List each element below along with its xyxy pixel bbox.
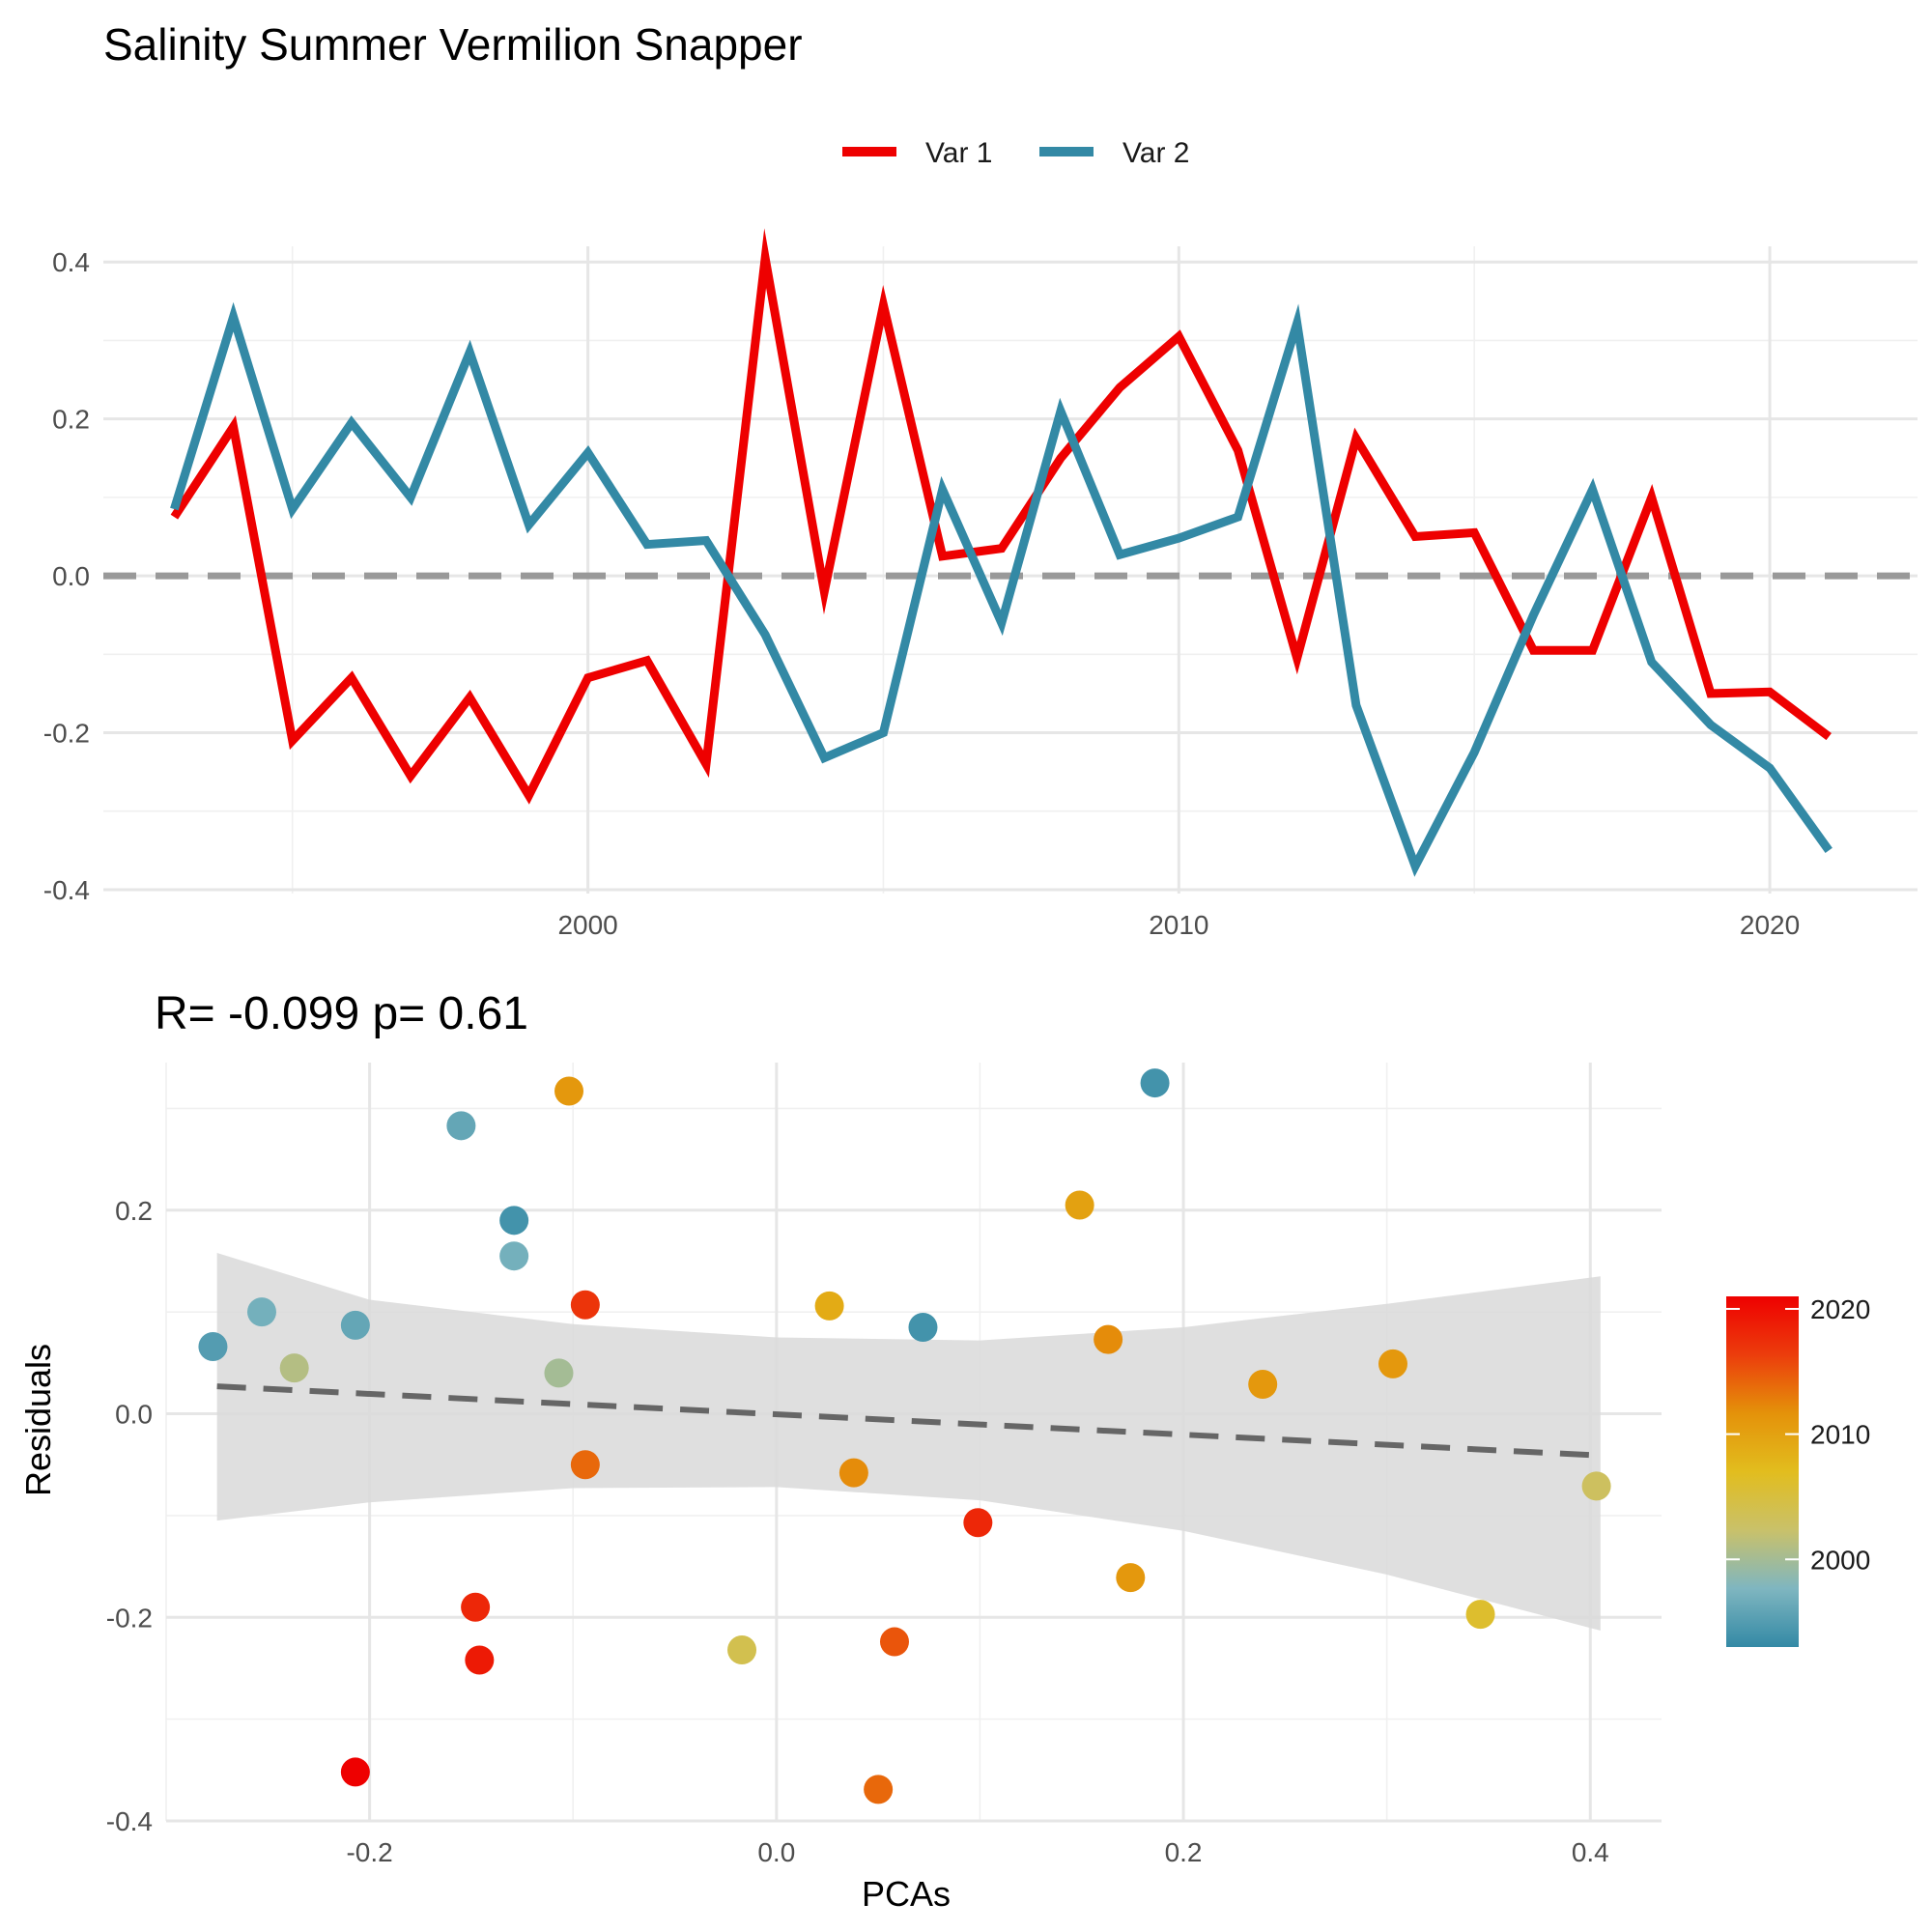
- y-tick-label: 0.2: [115, 1196, 153, 1226]
- scatter-point: [279, 1353, 309, 1383]
- scatter-point: [570, 1450, 600, 1480]
- y-tick-label: -0.4: [43, 875, 90, 905]
- scatter-point: [570, 1290, 600, 1320]
- scatter-point: [544, 1358, 574, 1388]
- y-tick-label: -0.4: [106, 1806, 153, 1836]
- scatter-point: [340, 1757, 370, 1787]
- scatter-point: [963, 1508, 993, 1538]
- y-tick-label: 0.2: [52, 405, 90, 435]
- confidence-band: [216, 1253, 1601, 1631]
- correlation-subtitle: R= -0.099 p= 0.61: [155, 988, 528, 1039]
- legend-label-var-2: Var 2: [1122, 137, 1189, 169]
- x-tick-label: 0.0: [757, 1837, 795, 1867]
- colorbar-tick-label: 2000: [1810, 1545, 1870, 1575]
- scatter-point: [1094, 1324, 1123, 1354]
- scatter-point: [246, 1297, 276, 1327]
- scatter-point: [1116, 1563, 1146, 1593]
- scatter-point: [1248, 1369, 1278, 1399]
- scatter-point: [1065, 1190, 1094, 1220]
- y-tick-label: -0.2: [106, 1603, 153, 1633]
- y-tick-label: 0.0: [52, 561, 90, 591]
- scatter-point: [814, 1291, 844, 1321]
- scatter-point: [838, 1458, 868, 1488]
- scatter-point: [554, 1076, 584, 1106]
- y-tick-label: 0.0: [115, 1400, 153, 1430]
- scatter-point: [340, 1310, 370, 1340]
- scatter-point: [465, 1645, 495, 1675]
- y-axis-title: Residuals: [18, 1344, 58, 1496]
- series-line-var-2: [170, 301, 1833, 877]
- legend-label-var-1: Var 1: [925, 137, 992, 169]
- scatter-point: [1581, 1471, 1611, 1501]
- y-tick-label: 0.4: [52, 247, 90, 277]
- colorbar-tick-label: 2010: [1810, 1420, 1870, 1450]
- x-tick-label: 0.2: [1165, 1837, 1203, 1867]
- scatter-point: [879, 1627, 909, 1657]
- colorbar-gradient: [1726, 1296, 1799, 1647]
- scatter-point: [1465, 1600, 1495, 1630]
- x-tick-label: -0.2: [346, 1837, 392, 1867]
- scatter-point: [1140, 1068, 1170, 1098]
- scatter-point: [461, 1592, 491, 1622]
- scatter-point: [727, 1634, 757, 1664]
- chart-title: Salinity Summer Vermilion Snapper: [103, 19, 803, 70]
- residuals-scatter-panel: -0.4 -0.2 0.0 0.2 -0.2 0.0 0.2 0.4: [106, 1063, 1662, 1867]
- colorbar-tick-label: 2020: [1810, 1294, 1870, 1324]
- x-tick-label: 2000: [557, 910, 617, 940]
- legend: Var 1 Var 2: [842, 137, 1189, 169]
- scatter-point: [446, 1111, 476, 1141]
- x-tick-label: 2020: [1740, 910, 1800, 940]
- scatter-point: [499, 1241, 529, 1271]
- scatter-point: [1378, 1349, 1407, 1378]
- scatter-point: [864, 1775, 894, 1804]
- scatter-point: [499, 1206, 529, 1236]
- time-series-panel: -0.4 -0.2 0.0 0.2 0.4 2000 2010 2020: [43, 228, 1918, 940]
- year-colorbar: 2000 2010 2020: [1726, 1294, 1870, 1647]
- x-tick-label: 0.4: [1572, 1837, 1609, 1867]
- x-tick-label: 2010: [1149, 910, 1208, 940]
- scatter-point: [198, 1331, 228, 1361]
- x-axis-title: PCAs: [862, 1874, 951, 1914]
- y-tick-label: -0.2: [43, 719, 90, 749]
- series-line-var-1: [170, 228, 1832, 805]
- scatter-point: [908, 1312, 938, 1342]
